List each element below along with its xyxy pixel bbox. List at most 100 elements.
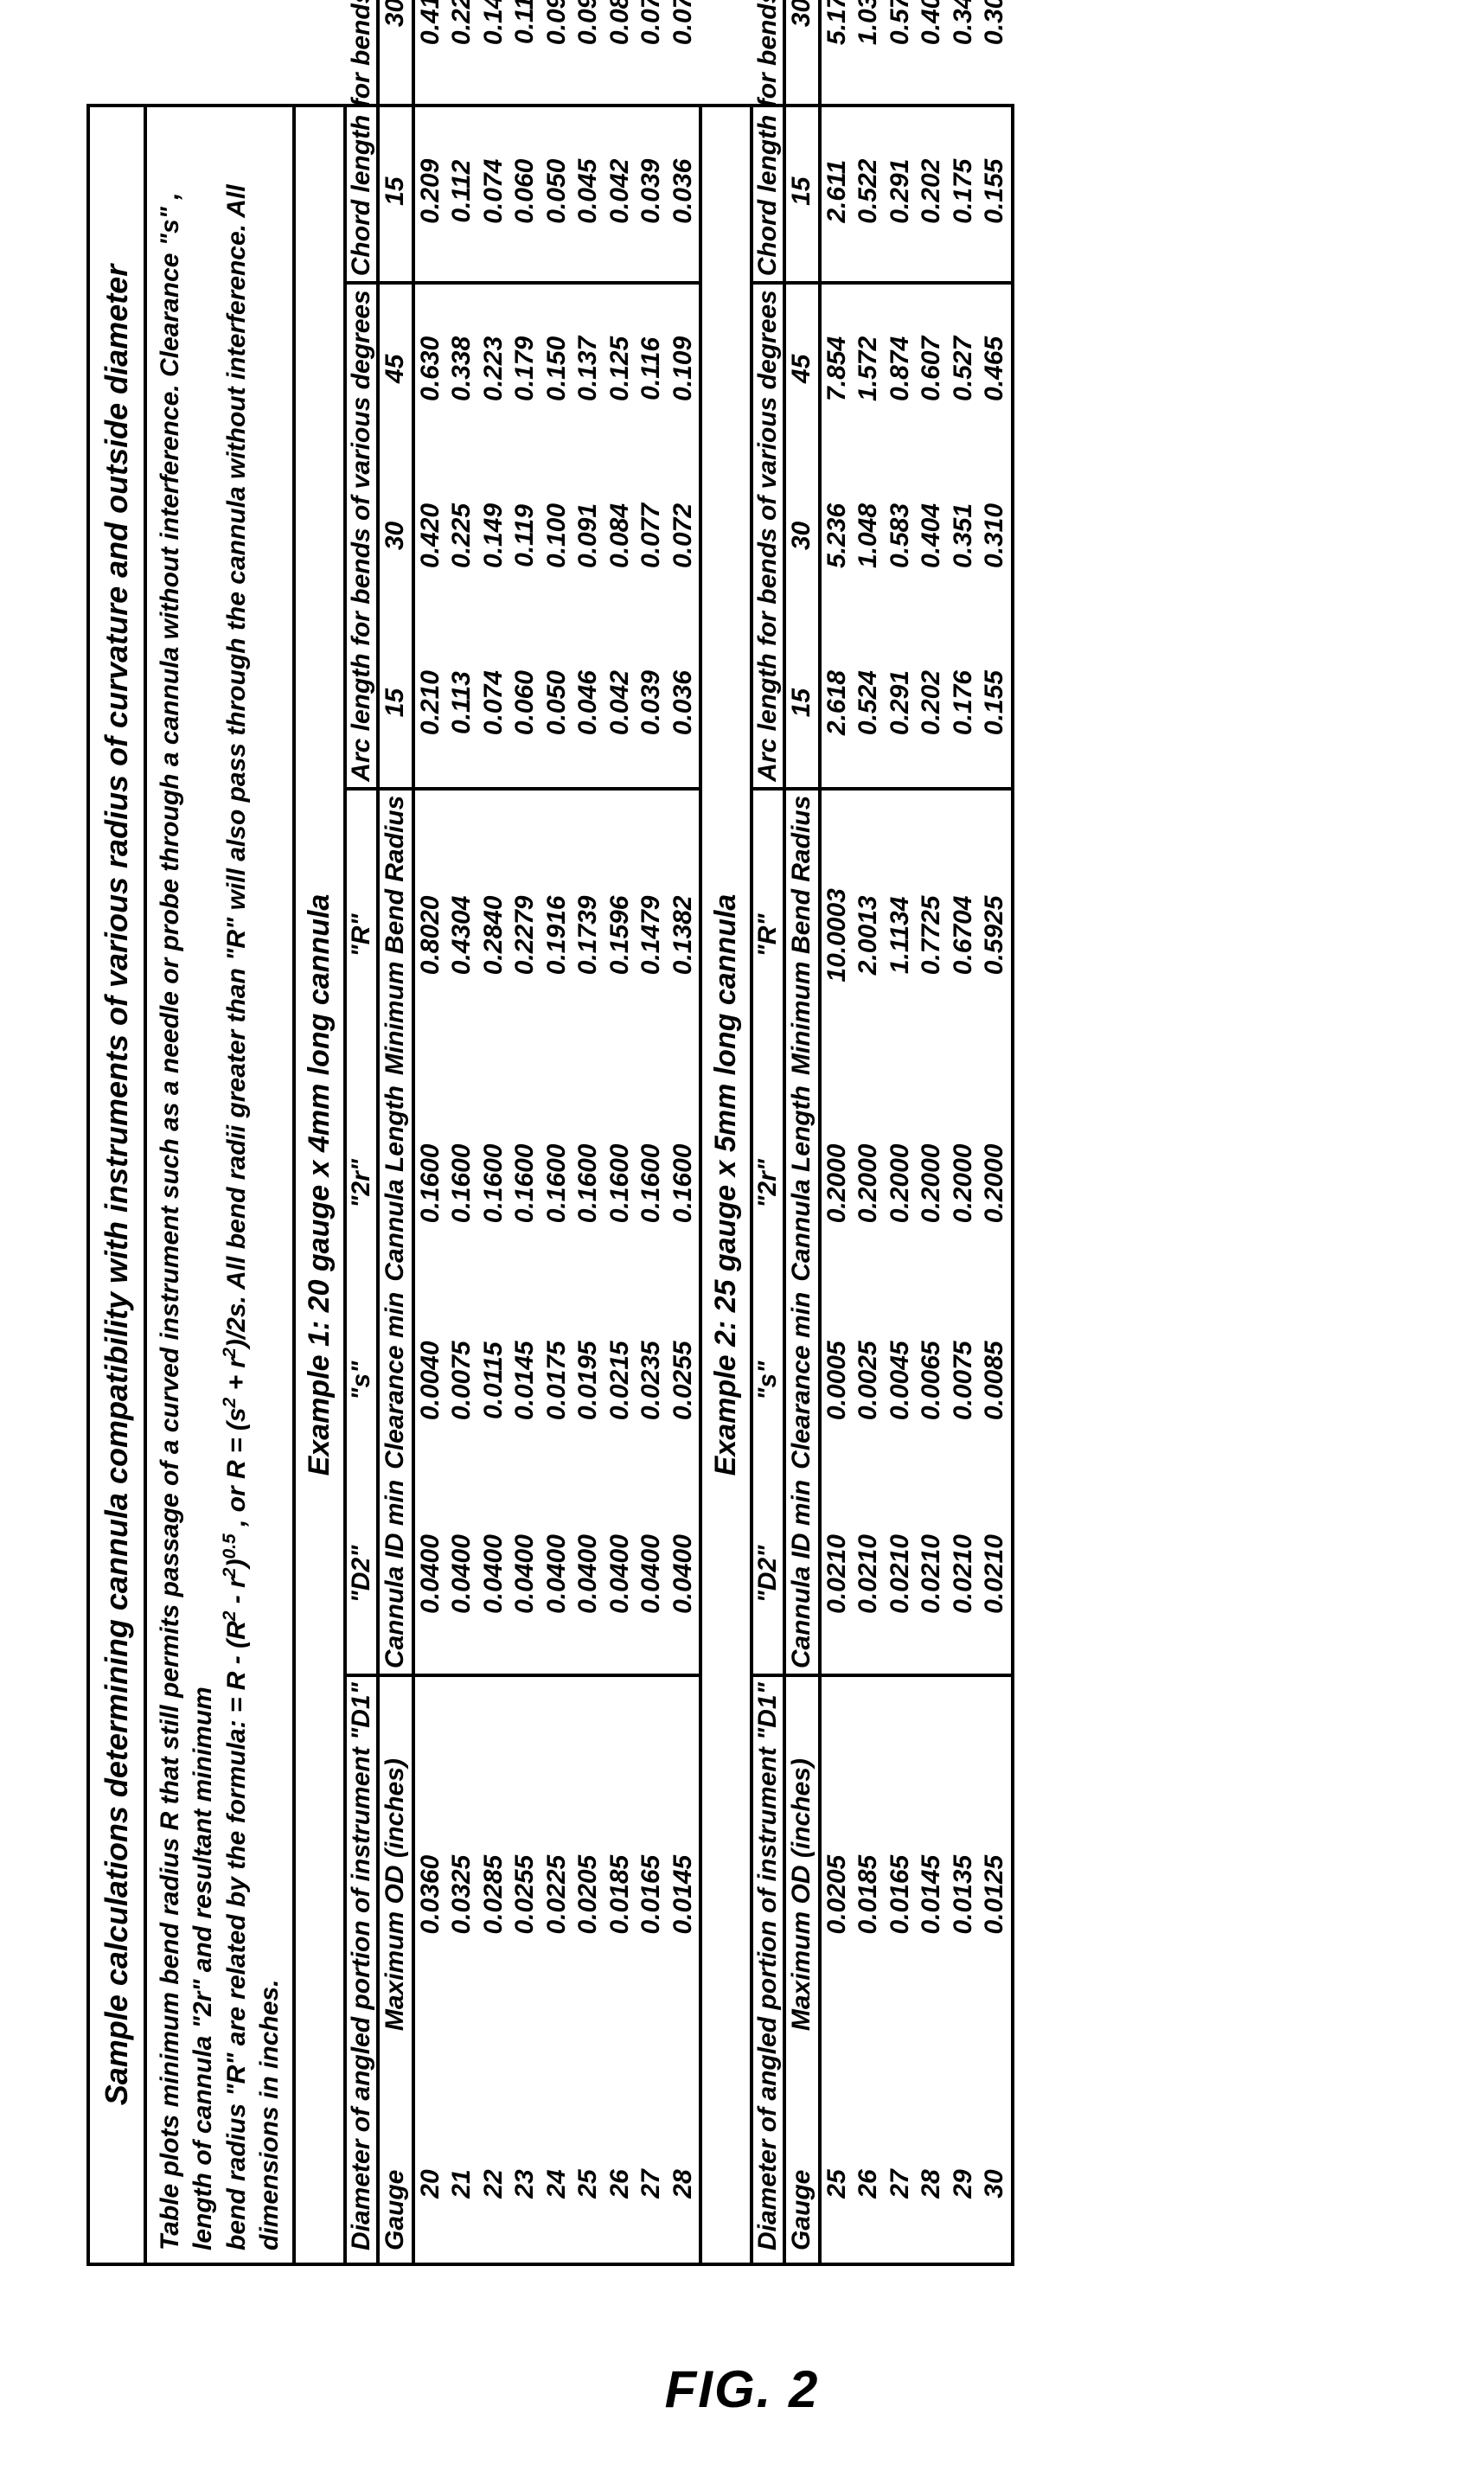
chord-15: 15 xyxy=(378,101,413,283)
table-row: 270.01650.04000.02350.16000.14790.0390.0… xyxy=(636,0,668,2263)
cell: 0.0205 xyxy=(572,1675,604,2112)
intro-formula-prefix: bend radius "R" are related by the formu… xyxy=(222,1621,251,2250)
table-row: 280.01450.02100.00650.20000.77250.2020.4… xyxy=(916,0,948,2263)
cell: 5.177 xyxy=(820,0,854,101)
cell: 0.0205 xyxy=(820,1675,854,2112)
cell: 0.223 xyxy=(446,0,478,101)
arc-45: 45 xyxy=(378,283,413,452)
col-d2-bot: Cannula ID min xyxy=(378,1475,413,1675)
cell: 0.0045 xyxy=(885,1287,917,1475)
cell: 0.050 xyxy=(541,101,573,283)
cell: 0.074 xyxy=(478,618,510,788)
cell: 2.618 xyxy=(820,618,854,788)
col-r-bot: Minimum Bend Radius xyxy=(378,789,413,1080)
cell: 0.0145 xyxy=(668,1675,700,2112)
cell: 0.1916 xyxy=(541,789,573,1080)
table-row: 270.01650.02100.00450.20001.11340.2910.5… xyxy=(885,0,917,2263)
cell: 0.1600 xyxy=(541,1080,573,1287)
cell: 0.113 xyxy=(446,618,478,788)
cell: 0.465 xyxy=(979,283,1011,452)
cell: 2.0013 xyxy=(853,789,885,1080)
cell: 0.524 xyxy=(853,618,885,788)
cell: 28 xyxy=(668,2112,700,2263)
cell: 21 xyxy=(446,2112,478,2263)
cell: 0.0210 xyxy=(853,1475,885,1675)
col-s-top: "s" xyxy=(347,1287,378,1475)
intro-line1: Table plots minimum bend radius R that s… xyxy=(156,192,217,2250)
cell: 0.072 xyxy=(668,453,700,619)
cell: 1.048 xyxy=(853,453,885,619)
cell: 0.109 xyxy=(668,283,700,452)
cell: 0.1596 xyxy=(604,789,636,1080)
cell: 0.8020 xyxy=(413,789,447,1080)
col-chord-top: Chord length for bends of various degree… xyxy=(347,0,378,283)
sup-2c: 2 xyxy=(220,1398,240,1408)
cell: 0.225 xyxy=(446,453,478,619)
cell: 0.2279 xyxy=(509,789,541,1080)
cell: 0.046 xyxy=(572,618,604,788)
cell: 0.0400 xyxy=(636,1475,668,1675)
cell: 0.149 xyxy=(478,453,510,619)
cell: 0.527 xyxy=(948,283,980,452)
cell: 0.042 xyxy=(604,618,636,788)
cell: 0.137 xyxy=(572,283,604,452)
cell: 0.0225 xyxy=(541,1675,573,2112)
cell: 0.202 xyxy=(916,618,948,788)
table-row: 210.03250.04000.00750.16000.43040.1130.2… xyxy=(446,0,478,2263)
cell: 0.116 xyxy=(636,283,668,452)
cell: 0.210 xyxy=(413,618,447,788)
cell: 0.2000 xyxy=(979,1080,1011,1287)
cell: 0.0400 xyxy=(541,1475,573,1675)
cell: 0.0210 xyxy=(979,1475,1011,1675)
cell: 0.223 xyxy=(478,283,510,452)
table-row: 280.01450.04000.02550.16000.13820.0360.0… xyxy=(668,0,700,2263)
cell: 0.522 xyxy=(853,101,885,283)
cell: 0.0400 xyxy=(413,1475,447,1675)
cell: 0.0065 xyxy=(916,1287,948,1475)
col-s-bot: Clearance min xyxy=(378,1287,413,1475)
cell: 0.090 xyxy=(572,0,604,101)
cell: 0.091 xyxy=(572,453,604,619)
cell: 0.1600 xyxy=(572,1080,604,1287)
cell: 0.112 xyxy=(446,101,478,283)
cell: 0.0185 xyxy=(853,1675,885,2112)
cell: 0.1739 xyxy=(572,789,604,1080)
cell: 0.607 xyxy=(916,283,948,452)
cell: 0.404 xyxy=(916,453,948,619)
cell: 0.0085 xyxy=(979,1287,1011,1475)
cell: 0.0025 xyxy=(853,1287,885,1475)
table-row: 220.02850.04000.01150.16000.28400.0740.1… xyxy=(478,0,510,2263)
cell: 0.2000 xyxy=(853,1080,885,1287)
example2-header: Example 2: 25 gauge x 5mm long cannula xyxy=(702,107,753,2263)
sup-05: 0.5 xyxy=(220,1533,240,1559)
cell: 0.0165 xyxy=(636,1675,668,2112)
table-row: 240.02250.04000.01750.16000.19160.0500.1… xyxy=(541,0,573,2263)
arc-15: 15 xyxy=(378,618,413,788)
col-r-top: "R" xyxy=(347,789,378,1080)
example1-table: Diameter of angled portion of instrument… xyxy=(347,0,699,2263)
cell: 0.050 xyxy=(541,618,573,788)
cell: 0.338 xyxy=(446,283,478,452)
cell: 0.1382 xyxy=(668,789,700,1080)
cell: 0.0005 xyxy=(820,1287,854,1475)
cell: 1.036 xyxy=(853,0,885,101)
sup-2b: 2 xyxy=(220,1568,240,1578)
cell: 0.045 xyxy=(572,101,604,283)
cell: 0.0185 xyxy=(604,1675,636,2112)
cell: 0.077 xyxy=(636,453,668,619)
cell: 0.202 xyxy=(916,101,948,283)
cell: 0.176 xyxy=(948,618,980,788)
cell: 0.118 xyxy=(509,0,541,101)
cell: 0.0400 xyxy=(668,1475,700,1675)
chord-30: 30 xyxy=(378,0,413,101)
cell: 0.2000 xyxy=(820,1080,854,1287)
cell: 0.0215 xyxy=(604,1287,636,1475)
col-d1: Diameter of angled portion of instrument… xyxy=(347,1675,378,2263)
cell: 0.420 xyxy=(413,453,447,619)
cell: 0.155 xyxy=(979,618,1011,788)
cell: 0.2000 xyxy=(916,1080,948,1287)
cell: 0.209 xyxy=(413,101,447,283)
cell: 0.100 xyxy=(541,453,573,619)
col-arc-top: Arc length for bends of various degrees xyxy=(347,283,378,788)
cell: 0.1600 xyxy=(446,1080,478,1287)
